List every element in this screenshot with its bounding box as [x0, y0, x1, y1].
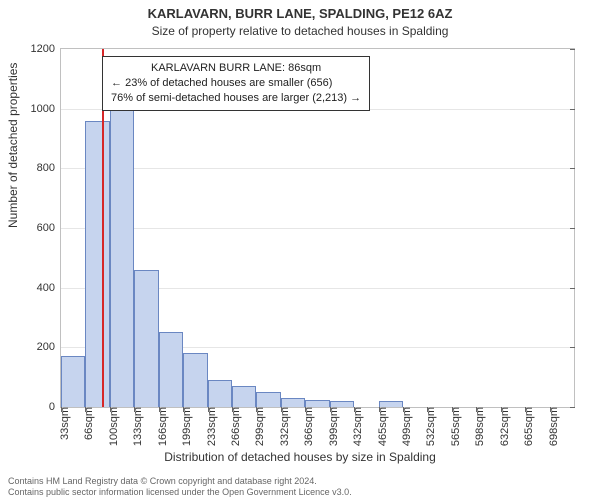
histogram-bar: [85, 121, 109, 407]
x-tick-label: 332sqm: [277, 407, 291, 446]
gridline: [61, 168, 574, 169]
y-tick-label: 1000: [31, 103, 61, 115]
x-axis-label: Distribution of detached houses by size …: [0, 450, 600, 464]
x-tick-mark: [501, 407, 502, 412]
x-tick-label: 100sqm: [106, 407, 120, 446]
x-tick-mark: [159, 407, 160, 412]
histogram-bar: [208, 380, 232, 407]
x-tick-mark: [550, 407, 551, 412]
x-tick-label: 698sqm: [546, 407, 560, 446]
histogram-bar: [256, 392, 280, 407]
footer-line-2: Contains public sector information licen…: [8, 487, 352, 498]
histogram-bar: [134, 270, 158, 407]
x-tick-label: 66sqm: [81, 407, 95, 440]
x-tick-mark: [330, 407, 331, 412]
x-tick-mark: [379, 407, 380, 412]
footer-line-1: Contains HM Land Registry data © Crown c…: [8, 476, 352, 487]
x-tick-label: 499sqm: [399, 407, 413, 446]
x-tick-label: 665sqm: [521, 407, 535, 446]
histogram-bar: [281, 398, 305, 407]
annotation-line: 76% of semi-detached houses are larger (…: [111, 91, 361, 106]
x-tick-mark: [110, 407, 111, 412]
x-tick-mark: [183, 407, 184, 412]
x-tick-label: 233sqm: [204, 407, 218, 446]
y-axis-label: Number of detached properties: [6, 63, 20, 228]
plot-area: 02004006008001000120033sqm66sqm100sqm133…: [60, 48, 575, 408]
x-tick-mark: [232, 407, 233, 412]
x-tick-label: 598sqm: [472, 407, 486, 446]
annotation-line: ← 23% of detached houses are smaller (65…: [111, 76, 361, 91]
y-tick-label: 800: [37, 162, 61, 174]
histogram-bar: [183, 353, 207, 407]
x-tick-label: 33sqm: [57, 407, 71, 440]
y-tick-mark: [570, 228, 575, 229]
x-tick-mark: [354, 407, 355, 412]
x-tick-label: 532sqm: [423, 407, 437, 446]
x-tick-mark: [134, 407, 135, 412]
x-tick-mark: [208, 407, 209, 412]
x-tick-label: 133sqm: [130, 407, 144, 446]
x-tick-mark: [403, 407, 404, 412]
x-tick-label: 432sqm: [350, 407, 364, 446]
histogram-bar: [159, 332, 183, 407]
histogram-bar: [61, 356, 85, 407]
x-tick-label: 299sqm: [252, 407, 266, 446]
x-tick-mark: [281, 407, 282, 412]
y-tick-label: 400: [37, 282, 61, 294]
chart-subtitle: Size of property relative to detached ho…: [0, 24, 600, 38]
y-tick-mark: [570, 109, 575, 110]
histogram-bar: [305, 400, 329, 407]
x-tick-label: 266sqm: [228, 407, 242, 446]
y-tick-label: 1200: [31, 43, 61, 55]
y-tick-mark: [570, 49, 575, 50]
y-tick-label: 200: [37, 341, 61, 353]
footer-attribution: Contains HM Land Registry data © Crown c…: [8, 476, 352, 498]
gridline: [61, 228, 574, 229]
y-tick-mark: [570, 347, 575, 348]
x-tick-mark: [256, 407, 257, 412]
y-tick-mark: [570, 288, 575, 289]
x-tick-label: 632sqm: [497, 407, 511, 446]
histogram-chart: KARLAVARN, BURR LANE, SPALDING, PE12 6AZ…: [0, 0, 600, 500]
x-tick-label: 465sqm: [375, 407, 389, 446]
histogram-bar: [110, 109, 134, 407]
histogram-bar: [232, 386, 256, 407]
y-tick-label: 600: [37, 222, 61, 234]
chart-title: KARLAVARN, BURR LANE, SPALDING, PE12 6AZ: [0, 6, 600, 21]
x-tick-label: 399sqm: [326, 407, 340, 446]
x-tick-mark: [452, 407, 453, 412]
annotation-line: KARLAVARN BURR LANE: 86sqm: [111, 61, 361, 76]
x-tick-label: 565sqm: [448, 407, 462, 446]
x-tick-mark: [61, 407, 62, 412]
x-tick-mark: [525, 407, 526, 412]
x-tick-mark: [476, 407, 477, 412]
x-tick-mark: [85, 407, 86, 412]
y-tick-mark: [570, 168, 575, 169]
x-tick-mark: [305, 407, 306, 412]
x-tick-label: 366sqm: [301, 407, 315, 446]
x-tick-label: 199sqm: [179, 407, 193, 446]
y-tick-mark: [570, 407, 575, 408]
x-tick-mark: [427, 407, 428, 412]
annotation-box: KARLAVARN BURR LANE: 86sqm← 23% of detac…: [102, 56, 370, 111]
x-tick-label: 166sqm: [155, 407, 169, 446]
